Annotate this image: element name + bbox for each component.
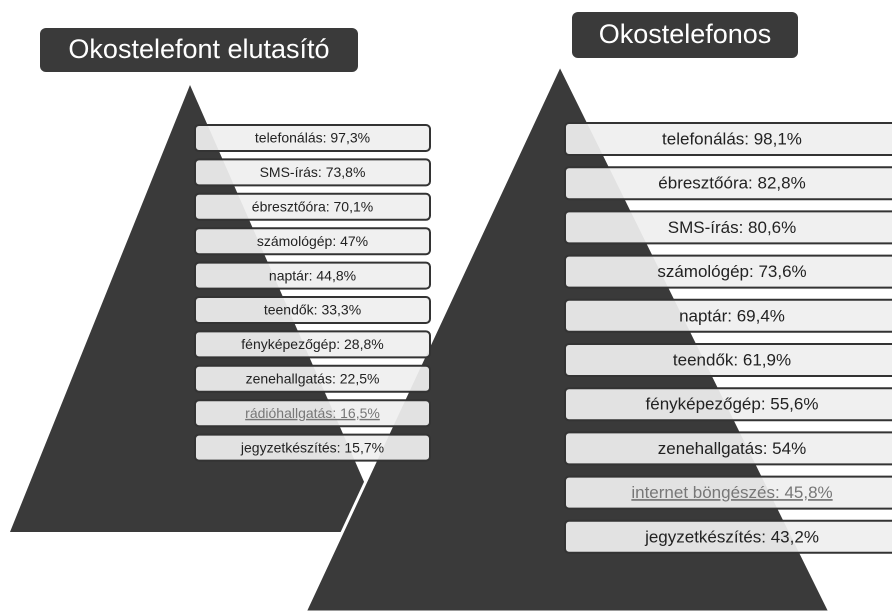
item-label: SMS-írás: 73,8%: [260, 164, 366, 180]
item-box: [564, 519, 892, 554]
item-box: [194, 399, 431, 428]
item-label: jegyzetkészítés: 15,7%: [240, 439, 384, 455]
left-title: Okostelefont elutasító: [68, 34, 329, 64]
item-label: rádióhallgatás: 16,5%: [245, 405, 380, 421]
item-label: fényképezőgép: 55,6%: [646, 395, 819, 414]
item-box: [564, 210, 892, 245]
item-label: jegyzetkészítés: 43,2%: [644, 527, 819, 546]
item-box: [194, 364, 431, 393]
item-box: [194, 296, 431, 324]
item-label: zenehallgatás: 22,5%: [246, 371, 380, 387]
item-label: ébresztőóra: 82,8%: [658, 174, 805, 193]
item-box: [564, 343, 892, 377]
item-label: telefonálás: 98,1%: [662, 129, 802, 148]
item-box: [564, 431, 892, 466]
item-box: [194, 330, 431, 359]
item-box: [564, 475, 892, 510]
item-box: [564, 166, 892, 201]
right-title-box: [572, 12, 798, 58]
item-box: [194, 158, 431, 187]
item-label: naptár: 44,8%: [269, 267, 356, 283]
item-box: [194, 192, 431, 221]
item-box: [194, 124, 431, 152]
item-label: naptár: 69,4%: [679, 306, 785, 325]
item-box: [564, 298, 892, 333]
item-label: számológép: 47%: [257, 233, 368, 249]
item-label: telefonálás: 97,3%: [255, 130, 370, 146]
item-box: [564, 122, 892, 156]
left-title-box: [40, 28, 358, 72]
item-label: teendők: 61,9%: [673, 350, 791, 369]
item-label: számológép: 73,6%: [657, 262, 806, 281]
right-title: Okostelefonos: [599, 19, 772, 49]
item-label: zenehallgatás: 54%: [658, 439, 806, 458]
item-box: [194, 261, 431, 290]
item-box: [564, 254, 892, 289]
right-pyramid: [303, 61, 832, 612]
item-label: fényképezőgép: 28,8%: [241, 336, 383, 352]
item-label: ébresztőóra: 70,1%: [252, 199, 373, 215]
item-box: [564, 387, 892, 422]
item-label: SMS-írás: 80,6%: [668, 218, 797, 237]
item-lists: telefonálás: 97,3% SMS-írás: 73,8% ébreszt…: [194, 122, 892, 554]
item-label: internet böngészés: 45,8%: [631, 483, 832, 502]
item-box: [194, 433, 431, 462]
item-label: teendők: 33,3%: [264, 302, 361, 318]
item-box: [194, 227, 431, 256]
